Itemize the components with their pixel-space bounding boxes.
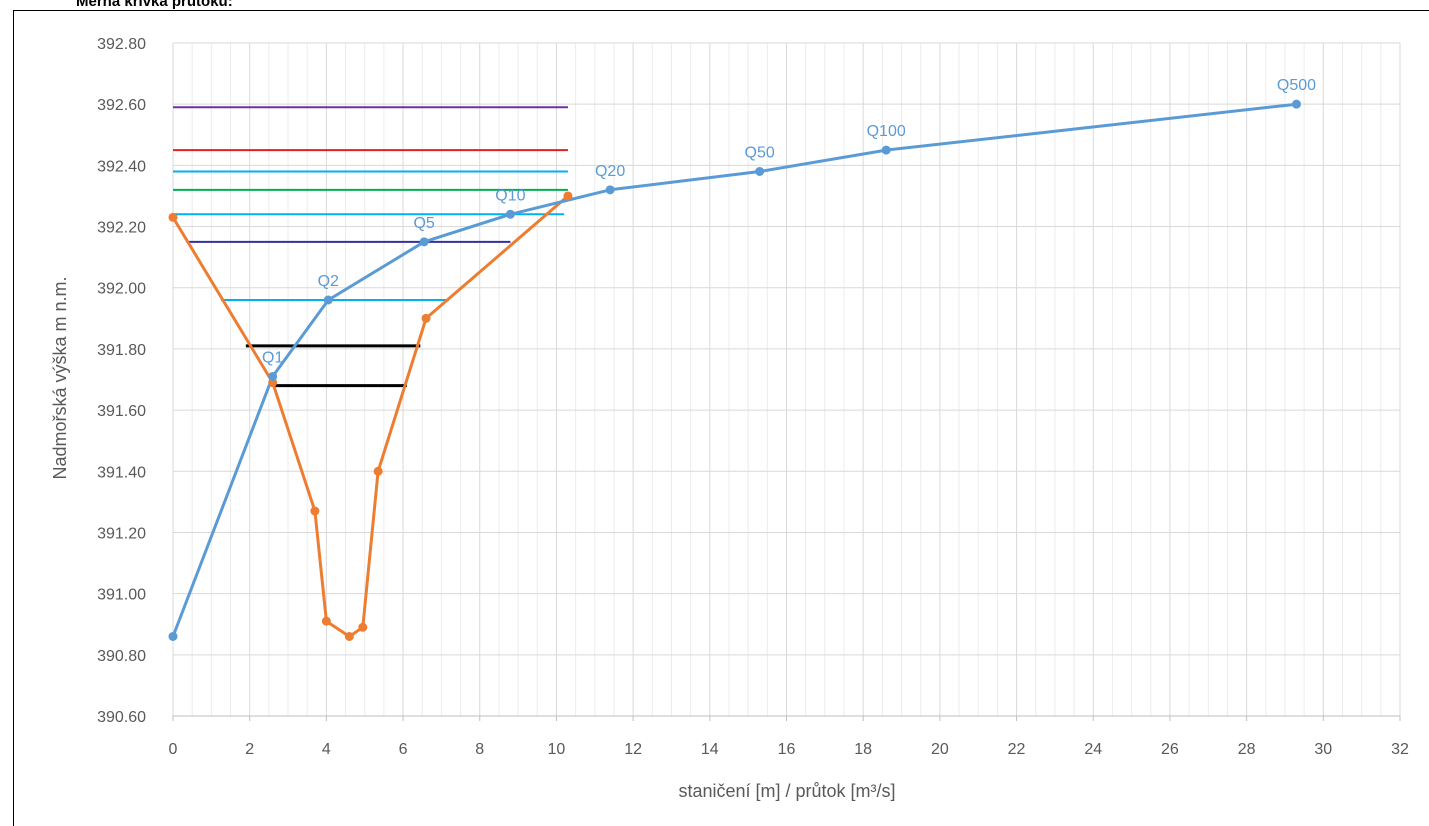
x-tick-label: 22 <box>1008 741 1026 758</box>
y-tick-label: 391.40 <box>97 464 146 481</box>
data-label: Q1 <box>262 349 283 366</box>
cross-section-point <box>310 506 320 516</box>
x-tick-label: 14 <box>701 741 719 758</box>
data-label: Q2 <box>318 273 339 290</box>
cross-section-point <box>563 191 573 201</box>
x-tick-label: 20 <box>931 741 949 758</box>
data-labels: Q1 Q2 Q5 Q10 Q20 Q50 Q100 Q500 <box>262 77 1316 366</box>
series-lines <box>171 102 1297 638</box>
data-label: Q5 <box>413 215 434 232</box>
tick-labels: 0 2 4 6 8 10 12 14 16 18 20 22 24 26 28 30 32390.60390.8… <box>97 36 1409 758</box>
x-tick-label: 32 <box>1391 741 1409 758</box>
cross-section-point <box>358 622 368 632</box>
rating-curve-point <box>268 371 278 381</box>
water-levels <box>173 106 568 388</box>
y-tick-label: 392.20 <box>97 220 146 237</box>
x-tick-label: 0 <box>169 741 178 758</box>
x-tick-label: 30 <box>1314 741 1332 758</box>
cross-section-point <box>373 466 383 476</box>
rating-curve-point <box>419 237 429 247</box>
data-label: Q100 <box>867 123 906 140</box>
data-label: Q20 <box>595 163 625 180</box>
grid-major <box>172 42 1401 717</box>
data-label: Q500 <box>1277 77 1316 94</box>
y-tick-label: 390.60 <box>97 709 146 726</box>
rating-curve-point <box>505 209 515 219</box>
x-tick-label: 8 <box>475 741 484 758</box>
y-tick-label: 391.20 <box>97 525 146 542</box>
cross-section-line <box>171 194 569 638</box>
axes <box>172 715 1401 721</box>
x-axis-label: staničení [m] / průtok [m³/s] <box>678 781 895 801</box>
cross-section-point <box>344 631 354 641</box>
x-tick-label: 6 <box>399 741 408 758</box>
rating-curve-point <box>881 145 891 155</box>
rating-curve-point <box>605 185 615 195</box>
y-tick-label: 392.00 <box>97 281 146 298</box>
series-points <box>168 99 1301 641</box>
rating-curve-line <box>171 102 1297 638</box>
chart-frame <box>13 10 1429 826</box>
data-label: Q10 <box>495 187 525 204</box>
x-tick-label: 2 <box>245 741 254 758</box>
x-tick-label: 26 <box>1161 741 1179 758</box>
x-tick-label: 12 <box>624 741 642 758</box>
x-tick-label: 24 <box>1084 741 1102 758</box>
cross-section-point <box>421 313 431 323</box>
y-axis-label: Nadmořská výška m n.m. <box>50 276 70 479</box>
rating-curve-point <box>323 295 333 305</box>
cross-section-point <box>168 212 178 222</box>
rating-curve-point <box>168 631 178 641</box>
x-tick-label: 18 <box>854 741 872 758</box>
rating-curve-point <box>1291 99 1301 109</box>
y-tick-label: 392.40 <box>97 158 146 175</box>
y-tick-label: 391.80 <box>97 342 146 359</box>
x-tick-label: 4 <box>322 741 331 758</box>
data-label: Q50 <box>745 144 775 161</box>
cross-section-point <box>321 616 331 626</box>
grid-minor <box>191 43 1382 716</box>
y-tick-label: 392.80 <box>97 36 146 53</box>
rating-curve-point <box>755 166 765 176</box>
x-tick-label: 16 <box>778 741 796 758</box>
y-tick-label: 391.60 <box>97 403 146 420</box>
page-title: Měrná křivka průtoku: <box>76 0 233 10</box>
y-tick-label: 391.00 <box>97 587 146 604</box>
y-tick-label: 390.80 <box>97 648 146 665</box>
x-tick-label: 28 <box>1238 741 1256 758</box>
y-tick-label: 392.60 <box>97 97 146 114</box>
x-tick-label: 10 <box>548 741 566 758</box>
